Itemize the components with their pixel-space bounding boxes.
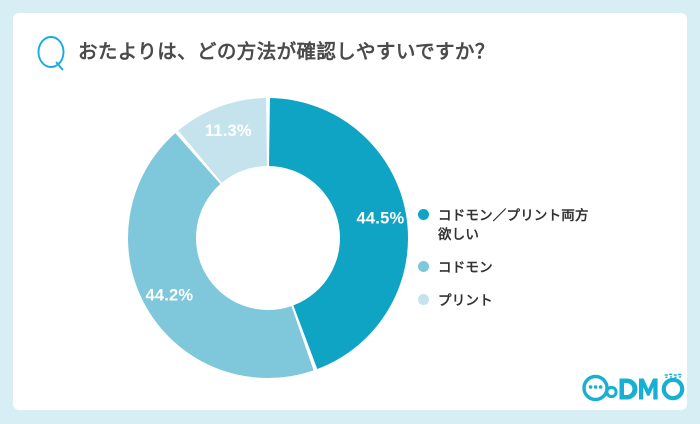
donut-slice: [178, 98, 267, 183]
legend-item-label: プリント: [438, 293, 493, 309]
legend-item[interactable]: プリント: [418, 291, 658, 310]
legend-item[interactable]: コドモン: [418, 258, 658, 277]
donut-label-group: 44.5% 44.2% 11.3%: [145, 122, 404, 305]
donut-slice: [128, 133, 314, 378]
donut-slice-label: 44.2%: [145, 286, 193, 304]
content-card: おたよりは、どの方法が確認しやすいですか？ 44.5% 44.2% 11.3% コド…: [13, 13, 687, 410]
donut-slice-label: 44.5%: [357, 209, 405, 227]
codmon-logo: [581, 371, 685, 401]
codmon-logo-ruby: [664, 373, 682, 378]
donut-slice-label: 11.3%: [205, 122, 252, 140]
question-q-icon: [37, 36, 65, 71]
donut-chart: 44.5% 44.2% 11.3%: [118, 88, 418, 388]
chart-legend: コドモン／プリント両方 欲しいコドモンプリント: [418, 206, 658, 311]
legend-item-label: コドモン: [438, 260, 493, 276]
codmon-logo-svg: [582, 373, 685, 401]
legend-item-label: コドモン／プリント両方 欲しい: [438, 208, 589, 243]
legend-bullet-icon: [418, 209, 429, 220]
donut-slice: [269, 98, 409, 370]
legend-bullet-icon: [418, 261, 429, 273]
donut-chart-svg: 44.5% 44.2% 11.3%: [128, 98, 409, 378]
page-title: おたよりは、どの方法が確認しやすいですか？: [78, 40, 495, 63]
page-header: おたよりは、どの方法が確認しやすいですか？: [35, 31, 495, 77]
legend-item[interactable]: コドモン／プリント両方 欲しい: [418, 206, 658, 244]
legend-bullet-icon: [418, 294, 429, 306]
donut-slice-group: [128, 98, 409, 378]
